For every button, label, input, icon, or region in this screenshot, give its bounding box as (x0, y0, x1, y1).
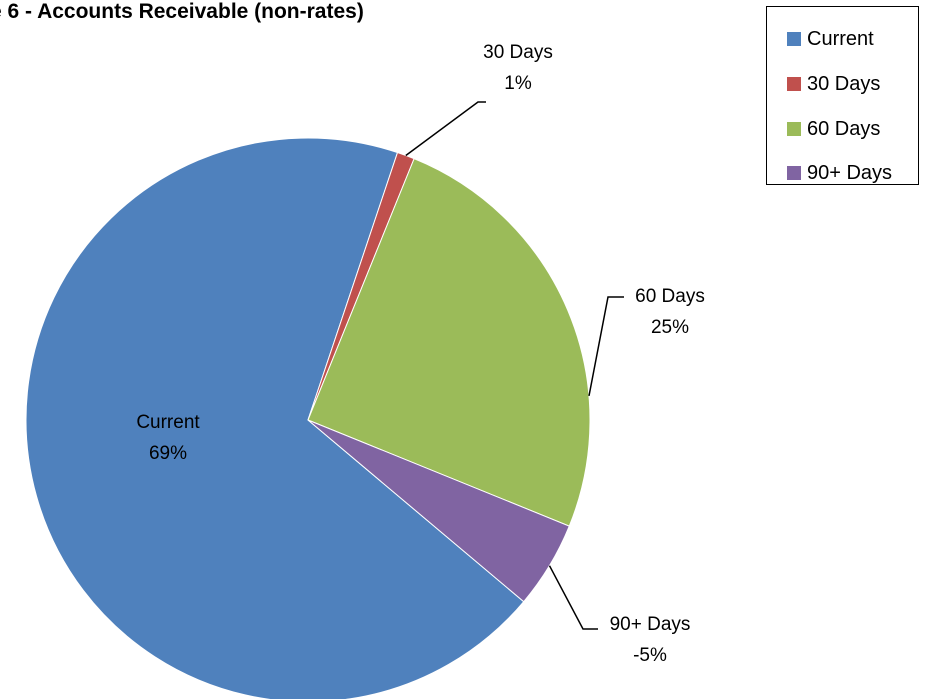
data-label-value-90-days: -5% (633, 645, 667, 666)
data-label-category-60-days: 60 Days (635, 286, 705, 307)
legend-item-30-days: 30 Days (787, 69, 880, 99)
data-label-category-30-days: 30 Days (483, 42, 553, 63)
legend-item-60-days: 60 Days (787, 114, 880, 144)
leader-line-90-days (548, 565, 598, 630)
legend-label-30-days: 30 Days (807, 72, 881, 95)
pie-slice-60-days (307, 158, 591, 527)
legend-item-current: Current (787, 24, 874, 54)
pie-slice-current (25, 137, 525, 699)
leader-line-60-days (588, 296, 624, 397)
legend-label-60-days: 60 Days (807, 117, 881, 140)
legend: Current 30 Days 60 Days 90+ Days (766, 6, 919, 185)
pie-slice-90-days (307, 419, 570, 603)
data-label-value-30-days: 1% (504, 73, 532, 94)
legend-swatch-30-days (787, 77, 801, 91)
legend-item-90-days: 90+ Days (787, 158, 892, 188)
legend-swatch-60-days (787, 122, 801, 136)
chart-title: e 6 - Accounts Receivable (non-rates) (0, 0, 364, 23)
data-label-category-current: Current (136, 412, 200, 433)
data-label-value-current: 69% (149, 443, 187, 464)
legend-label-current: Current (807, 27, 874, 50)
leader-line-30-days (405, 101, 486, 157)
legend-swatch-90-days (787, 166, 801, 180)
legend-label-90-days: 90+ Days (807, 161, 893, 184)
data-label-category-90-days: 90+ Days (610, 614, 691, 635)
data-label-value-60-days: 25% (651, 317, 689, 338)
legend-swatch-current (787, 32, 801, 46)
